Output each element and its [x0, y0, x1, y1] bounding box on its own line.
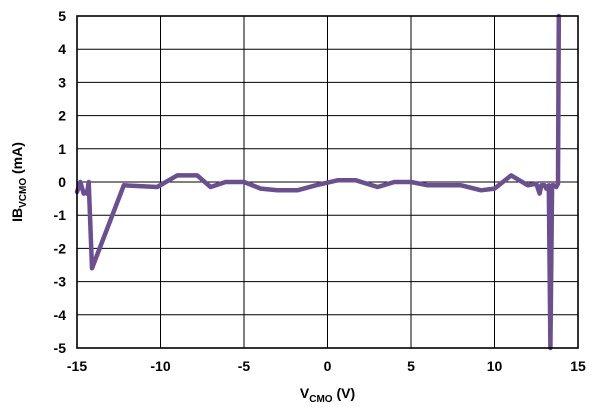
y-tick-label: 2 [58, 108, 66, 124]
x-tick-label: 0 [324, 358, 332, 374]
y-tick-label: 3 [58, 74, 66, 90]
y-tick-label: 5 [58, 8, 66, 24]
y-axis-title: IBVCMO (mA) [9, 142, 29, 222]
series [74, 13, 562, 351]
y-tick-label: 4 [58, 41, 66, 57]
y-tick-label: -3 [54, 274, 67, 290]
y-tick-label: 0 [58, 174, 66, 190]
x-tick-label: 15 [570, 358, 586, 374]
y-tick-label: 1 [58, 141, 66, 157]
y-tick-label: -5 [54, 340, 67, 356]
plot-frame [76, 15, 579, 349]
x-tick-label: 5 [407, 358, 415, 374]
x-tick-label: -5 [238, 358, 251, 374]
y-tick-label: -2 [54, 240, 67, 256]
x-tick-label: -15 [67, 358, 87, 374]
y-tick-label: -1 [54, 207, 67, 223]
x-axis-title: VCMO (V) [300, 385, 355, 405]
y-tick-label: -4 [54, 307, 67, 323]
series-line [74, 13, 562, 351]
grid [77, 16, 578, 348]
x-tick-label: -10 [150, 358, 170, 374]
x-tick-label: 10 [487, 358, 503, 374]
